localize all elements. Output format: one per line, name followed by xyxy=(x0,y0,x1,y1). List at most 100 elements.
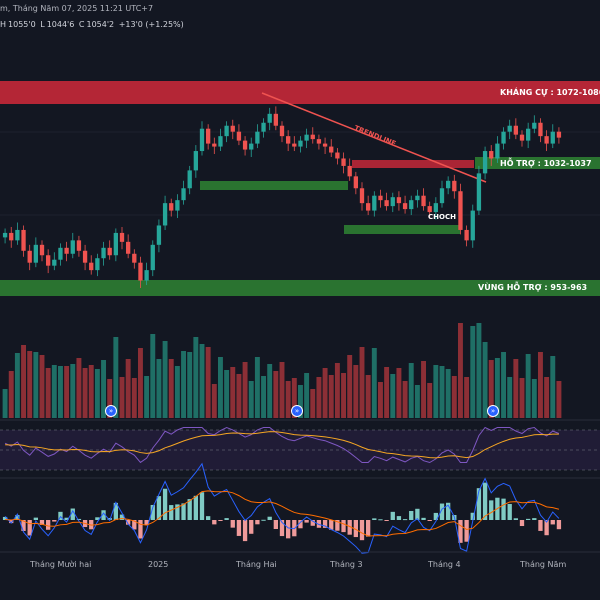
chart-header: m, Tháng Năm 07, 2025 11:21 UTC+7 xyxy=(0,0,600,18)
candle-body xyxy=(119,232,125,242)
candle-body xyxy=(273,113,278,126)
macd-hist-bar xyxy=(58,511,63,520)
candle-body xyxy=(446,180,451,189)
macd-hist-bar xyxy=(347,520,352,535)
candle-body xyxy=(15,229,20,241)
candle-body xyxy=(212,143,217,147)
ohlc-low-value: 1044'6 xyxy=(46,20,75,29)
volume-bar xyxy=(445,369,451,418)
volume-bar xyxy=(125,359,131,418)
ohlc-high-value: 1055'0 xyxy=(8,20,36,29)
macd-hist-bar xyxy=(181,503,186,520)
candle-body xyxy=(526,128,531,141)
candle-body xyxy=(64,247,69,254)
double-chevron-right-icon[interactable]: » xyxy=(487,405,499,417)
x-label-mar: Tháng 3 xyxy=(330,560,363,569)
ohlc-close-label: C xyxy=(78,20,85,29)
support-zone-mar xyxy=(344,225,460,234)
volume-bar xyxy=(181,351,186,418)
macd-hist-bar xyxy=(156,496,162,520)
candle-body xyxy=(458,191,463,230)
candle-body xyxy=(329,146,334,153)
macd-hist-bar xyxy=(310,520,315,526)
macd-hist-bar xyxy=(162,488,168,520)
candle-body xyxy=(501,131,506,144)
macd-hist-bar xyxy=(316,520,322,528)
volume-bar xyxy=(538,352,543,418)
macd-hist-bar xyxy=(544,520,549,536)
macd-hist-bar xyxy=(390,511,395,520)
volume-bar xyxy=(248,381,254,418)
volume-bar xyxy=(421,361,426,418)
volume-bar xyxy=(14,353,20,418)
volume-bar xyxy=(476,323,482,418)
macd-hist-bar xyxy=(175,504,180,520)
volume-bar xyxy=(156,359,162,418)
macd-hist-bar xyxy=(298,520,303,529)
macd-hist-bar xyxy=(470,512,475,520)
volume-bar xyxy=(144,376,150,418)
support-mid-label: HỖ TRỢ : 1032-1037 xyxy=(500,159,592,168)
macd-pane xyxy=(2,462,562,554)
volume-bar xyxy=(544,377,550,418)
macd-hist-bar xyxy=(421,517,426,520)
candle-body xyxy=(507,125,512,132)
candle-body xyxy=(89,262,94,271)
x-label-may: Tháng Năm xyxy=(520,560,567,569)
candle-body xyxy=(489,151,494,159)
candle-body xyxy=(550,131,555,144)
volume-bar xyxy=(205,347,211,418)
volume-bar xyxy=(131,378,137,418)
macd-hist-bar xyxy=(242,520,248,542)
double-chevron-right-icon[interactable]: » xyxy=(105,405,117,417)
macd-hist-bar xyxy=(507,503,512,520)
macd-hist-bar xyxy=(335,520,340,531)
candle-body xyxy=(156,225,162,245)
volume-bar xyxy=(365,375,371,418)
volume-bar xyxy=(2,389,8,418)
macd-hist-bar xyxy=(532,518,537,520)
volume-bar xyxy=(390,374,396,418)
volume-bar xyxy=(51,365,57,418)
ohlc-readout: H 1055'0 L 1044'6 C 1054'2 +13'0 (+1.25%) xyxy=(0,20,186,29)
candle-body xyxy=(21,229,26,251)
macd-hist-bar xyxy=(526,518,531,520)
macd-hist-bar xyxy=(113,502,118,520)
rsi-ma-line xyxy=(5,431,559,459)
volume-bar xyxy=(27,351,33,418)
candle-body xyxy=(513,125,518,135)
volume-bar xyxy=(408,363,414,418)
resistance-zone-mid xyxy=(352,160,474,168)
candle-body xyxy=(58,247,63,260)
macd-hist-bar xyxy=(427,520,432,521)
macd-hist-bar xyxy=(39,520,45,525)
candle-body xyxy=(519,134,525,141)
macd-hist-bar xyxy=(27,520,32,536)
candle-body xyxy=(384,200,389,207)
candle-body xyxy=(230,125,235,132)
candle-body xyxy=(439,188,445,204)
volume-bar xyxy=(58,366,63,418)
macd-hist-bar xyxy=(9,520,14,524)
volume-bar xyxy=(525,354,531,418)
volume-bar xyxy=(414,385,420,418)
candle-body xyxy=(372,195,377,211)
volume-bar xyxy=(556,381,562,418)
candle-body xyxy=(421,195,426,207)
candle-body xyxy=(322,143,328,147)
volume-bar xyxy=(150,334,156,418)
candle-body xyxy=(76,240,82,251)
macd-hist-bar xyxy=(433,512,438,520)
candle-body xyxy=(193,151,198,171)
volume-bar xyxy=(88,365,94,418)
macd-hist-bar xyxy=(119,514,125,520)
macd-hist-bar xyxy=(144,520,149,525)
volume-bar xyxy=(304,373,310,418)
macd-hist-bar xyxy=(409,510,414,520)
candle-body xyxy=(316,139,322,144)
double-chevron-right-icon[interactable]: » xyxy=(291,405,303,417)
candle-body xyxy=(433,203,438,213)
macd-hist-bar xyxy=(150,504,155,520)
volume-bar xyxy=(322,368,328,418)
volume-bar xyxy=(501,352,506,418)
